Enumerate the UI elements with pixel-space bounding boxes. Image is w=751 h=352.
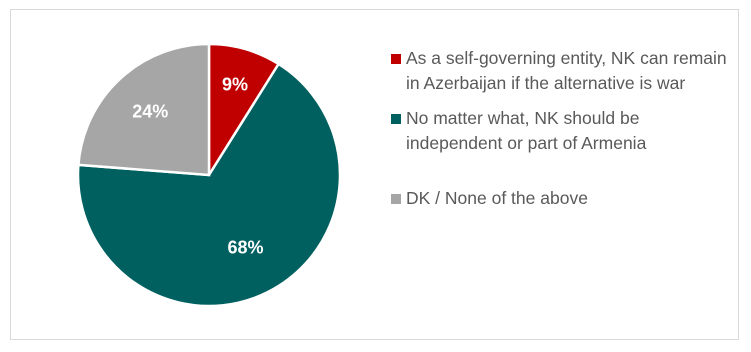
pie-chart: 9% 68% 24% <box>76 42 342 308</box>
data-label-self-governing: 9% <box>222 74 248 94</box>
legend-item-independent: No matter what, NK should be independent… <box>391 106 736 156</box>
data-label-dk: 24% <box>132 102 168 122</box>
data-label-independent: 68% <box>228 238 264 258</box>
legend-label-dk: DK / None of the above <box>406 188 588 208</box>
legend-swatch-independent <box>391 114 401 124</box>
legend-item-self-governing: As a self-governing entity, NK can remai… <box>391 46 736 96</box>
chart-frame: 9% 68% 24% As a self-governing entity, NK … <box>10 9 739 340</box>
legend-swatch-dk <box>391 194 401 204</box>
legend-item-dk: DK / None of the above <box>391 186 736 211</box>
pie-slice-independent <box>76 62 342 308</box>
legend-swatch-self-governing <box>391 54 401 64</box>
legend-label-independent: No matter what, NK should be independent… <box>406 108 647 153</box>
legend: As a self-governing entity, NK can remai… <box>391 46 736 211</box>
pie-slice-dk <box>77 42 211 177</box>
legend-label-self-governing: As a self-governing entity, NK can remai… <box>406 48 727 93</box>
